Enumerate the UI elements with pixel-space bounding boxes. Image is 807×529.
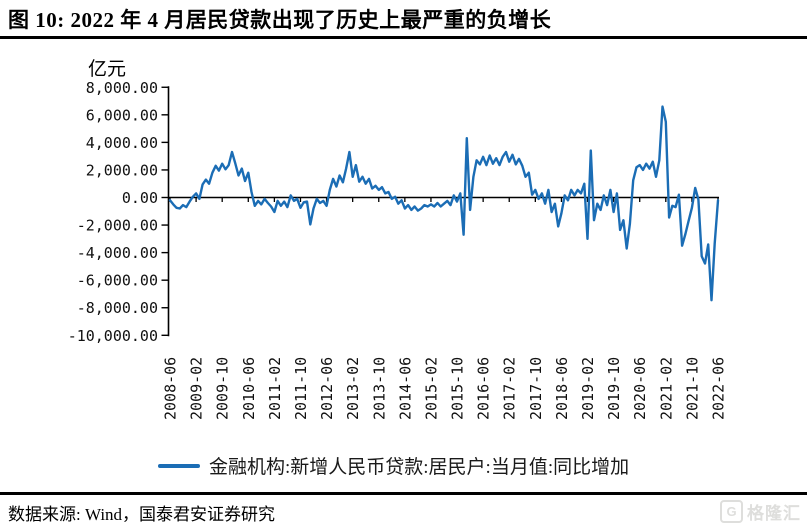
- watermark-logo-icon: G: [720, 500, 743, 523]
- x-tick-label: 2009-02: [188, 357, 206, 420]
- x-tick-label: 2012-06: [318, 357, 336, 420]
- x-tick-label: 2015-10: [449, 357, 467, 420]
- x-tick-label: 2017-02: [501, 357, 519, 420]
- x-tick-label: 2018-06: [553, 357, 571, 420]
- x-tick-label: 2022-06: [710, 357, 728, 420]
- top-divider: [0, 36, 807, 39]
- x-tick-label: 2015-02: [422, 357, 440, 420]
- x-tick-label: 2013-10: [370, 357, 388, 420]
- x-tick-label: 2019-10: [605, 357, 623, 420]
- y-tick-label: -8,000.00: [77, 299, 158, 317]
- y-tick-label: 2,000.00: [86, 161, 158, 179]
- data-source: 数据来源: Wind，国泰君安证券研究: [8, 505, 276, 524]
- data-line: [168, 105, 720, 302]
- x-tick-label: 2009-10: [214, 357, 232, 420]
- legend-line-marker: [158, 463, 200, 468]
- x-tick-label: 2014-06: [396, 357, 414, 420]
- x-tick-label: 2016-06: [475, 357, 493, 420]
- x-tick-label: 2019-02: [579, 357, 597, 420]
- x-tick-label: 2011-10: [292, 357, 310, 420]
- y-tick-label: -2,000.00: [77, 217, 158, 235]
- legend: 金融机构:新增人民币贷款:居民户:当月值:同比增加: [158, 452, 629, 479]
- y-tick-label: 4,000.00: [86, 134, 158, 152]
- bottom-divider: [0, 492, 807, 495]
- y-tick-label: 6,000.00: [86, 106, 158, 124]
- y-tick-label: 8,000.00: [86, 79, 158, 97]
- watermark: G 格隆汇: [720, 499, 801, 524]
- watermark-text: 格隆汇: [747, 504, 801, 523]
- x-tick-label: 2011-02: [266, 357, 284, 420]
- line-chart: 8,000.00 6,000.00 4,000.00 2,000.00 0.00 -2,0…: [68, 79, 728, 420]
- y-tick-label: -10,000.00: [68, 327, 158, 345]
- figure-title: 图 10: 2022 年 4 月居民贷款出现了历史上最严重的负增长: [8, 8, 552, 32]
- x-tick-label: 2020-06: [631, 357, 649, 420]
- y-tick-label: -4,000.00: [77, 244, 158, 262]
- x-tick-label: 2021-02: [657, 357, 675, 420]
- x-tick-label: 2010-06: [240, 357, 258, 420]
- x-tick-label: 2013-02: [344, 357, 362, 420]
- y-tick-label: -6,000.00: [77, 272, 158, 290]
- y-axis-unit-label: 亿元: [88, 59, 127, 80]
- x-tick-label: 2008-06: [162, 357, 180, 420]
- x-tick-label: 2017-10: [527, 357, 545, 420]
- legend-label: 金融机构:新增人民币贷款:居民户:当月值:同比增加: [209, 457, 630, 478]
- x-tick-label: 2021-10: [683, 357, 701, 420]
- y-tick-label: 0.00: [122, 189, 158, 207]
